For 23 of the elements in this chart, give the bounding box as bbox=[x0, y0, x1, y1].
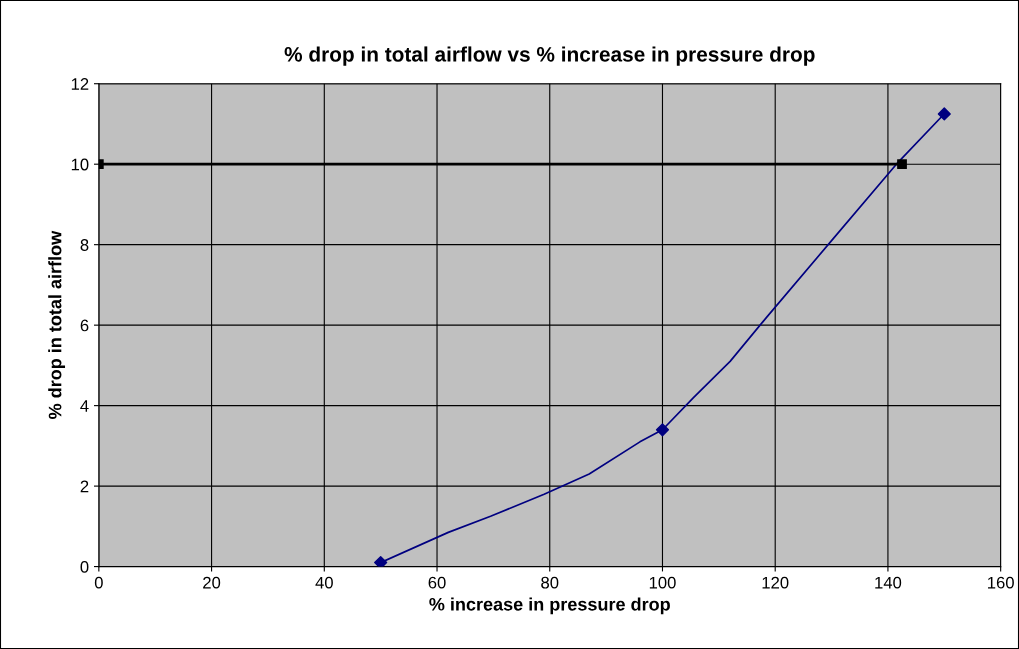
y-tick-label: 2 bbox=[80, 480, 89, 493]
x-tick-label: 20 bbox=[203, 576, 221, 589]
x-tick-label: 60 bbox=[428, 576, 446, 589]
y-tick-label: 12 bbox=[71, 78, 89, 90]
y-tick-label: 8 bbox=[80, 239, 89, 251]
x-tick-label: 160 bbox=[988, 576, 1014, 589]
x-tick-label: 0 bbox=[94, 576, 103, 589]
y-tick-label: 0 bbox=[80, 560, 89, 573]
x-tick-label: 80 bbox=[541, 576, 559, 589]
x-tick-label: 40 bbox=[315, 576, 333, 589]
point bbox=[655, 423, 670, 437]
y-tick-label: 6 bbox=[80, 319, 89, 332]
y-tick-label: 10 bbox=[71, 158, 89, 171]
x-axis-title: % increase in pressure drop bbox=[429, 597, 670, 615]
y-axis-title: % drop in total airflow bbox=[48, 230, 66, 419]
x-tick-label: 140 bbox=[875, 576, 902, 589]
x-tick-label: 100 bbox=[649, 576, 676, 589]
point bbox=[897, 159, 907, 170]
point bbox=[937, 107, 951, 121]
point bbox=[374, 555, 388, 567]
y-tick-label: 4 bbox=[80, 400, 89, 412]
x-tick-label: 120 bbox=[762, 576, 789, 589]
chart-title: % drop in total airflow vs % increase in pressure drop bbox=[284, 46, 815, 66]
